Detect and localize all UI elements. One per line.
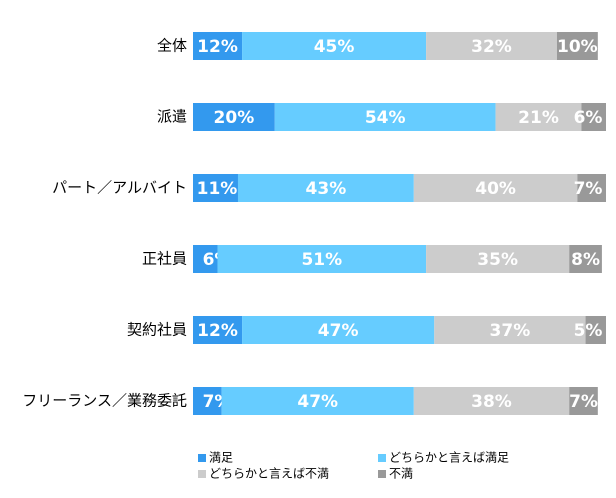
value-label: 7%	[574, 179, 603, 199]
value-label: 43%	[306, 179, 347, 199]
category-label: 全体	[157, 37, 187, 55]
legend-label: 不満	[389, 467, 413, 481]
bar-segment	[193, 387, 222, 415]
value-label: 32%	[471, 37, 512, 57]
legend-label: どちらかと言えば満足	[389, 451, 509, 465]
value-label: 54%	[365, 108, 406, 128]
bar-segment	[413, 387, 570, 415]
value-label: 10%	[557, 37, 598, 57]
bar-segment	[413, 174, 578, 202]
value-label: 21%	[518, 108, 559, 128]
value-label: 38%	[471, 392, 512, 412]
category-label: フリーランス／業務委託	[22, 392, 187, 410]
category-label: 契約社員	[127, 321, 187, 339]
bar-segment	[274, 103, 496, 131]
bar-segment	[242, 316, 435, 344]
category-label: パート／アルバイト	[52, 179, 187, 197]
bar-segment	[426, 32, 557, 60]
value-label: 12%	[197, 37, 238, 57]
value-label: 40%	[475, 179, 516, 199]
value-label: 35%	[477, 250, 518, 270]
bar-segment	[495, 103, 582, 131]
value-label: 11%	[197, 179, 238, 199]
bar-segment	[237, 174, 414, 202]
bar-segment	[577, 174, 606, 202]
bar-segment	[242, 32, 427, 60]
bar-segment	[434, 316, 586, 344]
category-label: 正社員	[142, 250, 187, 268]
value-label: 47%	[318, 321, 359, 341]
value-label: 20%	[214, 108, 255, 128]
value-label: 47%	[297, 392, 338, 412]
bar-segment	[193, 245, 218, 273]
value-label: 8%	[571, 250, 600, 270]
bar-segment	[217, 245, 427, 273]
bar-segment	[585, 316, 606, 344]
bar-segment	[193, 103, 275, 131]
legend-label: 満足	[209, 451, 233, 465]
value-label: 5%	[574, 321, 603, 341]
value-label: 37%	[490, 321, 531, 341]
bar-segment	[193, 316, 243, 344]
bar-segment	[221, 387, 414, 415]
bar-segment	[569, 245, 602, 273]
bar-segment	[556, 32, 598, 60]
value-label: 12%	[197, 321, 238, 341]
bar-segment	[581, 103, 606, 131]
legend-label: どちらかと言えば不満	[209, 467, 329, 481]
bar-segment	[193, 174, 238, 202]
legend-swatch	[378, 470, 386, 478]
legend-swatch	[198, 454, 206, 462]
category-label: 派遣	[157, 108, 187, 126]
value-label: 7%	[569, 392, 598, 412]
value-label: 6%	[574, 108, 603, 128]
bar-segment	[193, 32, 243, 60]
bar-segment	[569, 387, 598, 415]
legend-swatch	[198, 470, 206, 478]
legend-swatch	[378, 454, 386, 462]
value-label: 51%	[301, 250, 342, 270]
value-label: 45%	[314, 37, 355, 57]
bar-segment	[426, 245, 570, 273]
